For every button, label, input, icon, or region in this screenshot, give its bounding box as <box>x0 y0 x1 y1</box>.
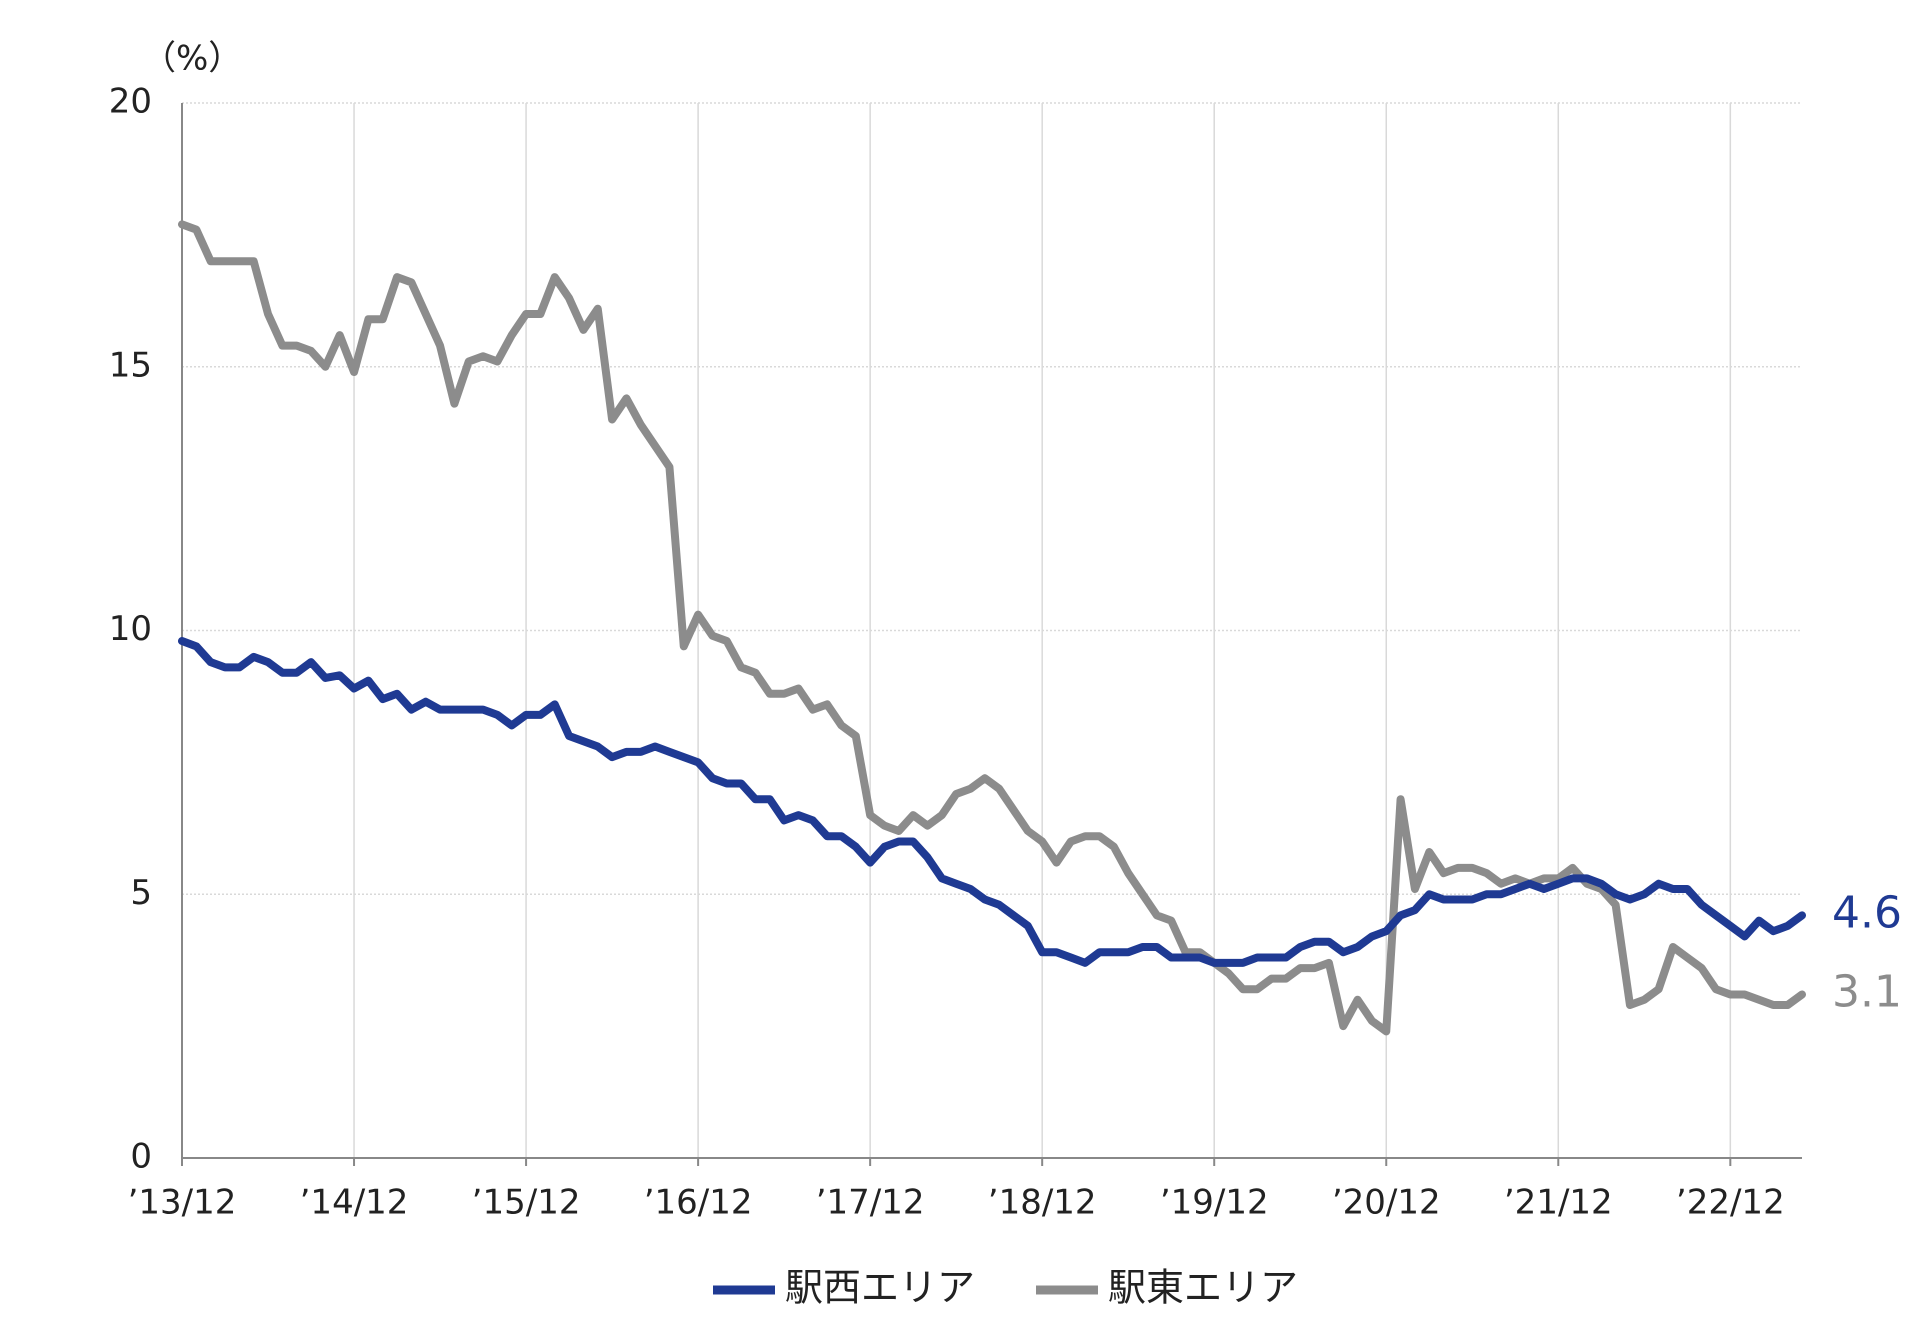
x-tick-label: ’22/12 <box>1676 1183 1785 1223</box>
x-tick-label: ’19/12 <box>1160 1183 1269 1223</box>
x-tick-label: ’21/12 <box>1504 1183 1613 1223</box>
x-tick-label: ’17/12 <box>816 1183 925 1223</box>
y-axis-label: （%） <box>142 39 242 79</box>
y-tick-label: 0 <box>130 1137 152 1177</box>
x-tick-label: ’13/12 <box>128 1183 237 1223</box>
x-tick-label: ’20/12 <box>1332 1183 1441 1223</box>
legend-label: 駅東エリア <box>1108 1266 1298 1310</box>
x-tick-label: ’16/12 <box>644 1183 753 1223</box>
series-line <box>178 637 1806 967</box>
x-tick-label: ’14/12 <box>300 1183 409 1223</box>
y-tick-label: 10 <box>109 609 152 649</box>
y-tick-label: 20 <box>109 82 152 122</box>
x-tick-label: ’18/12 <box>988 1183 1097 1223</box>
y-tick-label: 15 <box>109 345 152 385</box>
legend-label: 駅西エリア <box>785 1266 975 1310</box>
x-tick-label: ’15/12 <box>472 1183 581 1223</box>
end-label: 3.1 <box>1832 966 1902 1017</box>
end-label: 4.6 <box>1832 887 1902 938</box>
y-tick-label: 5 <box>130 873 152 913</box>
